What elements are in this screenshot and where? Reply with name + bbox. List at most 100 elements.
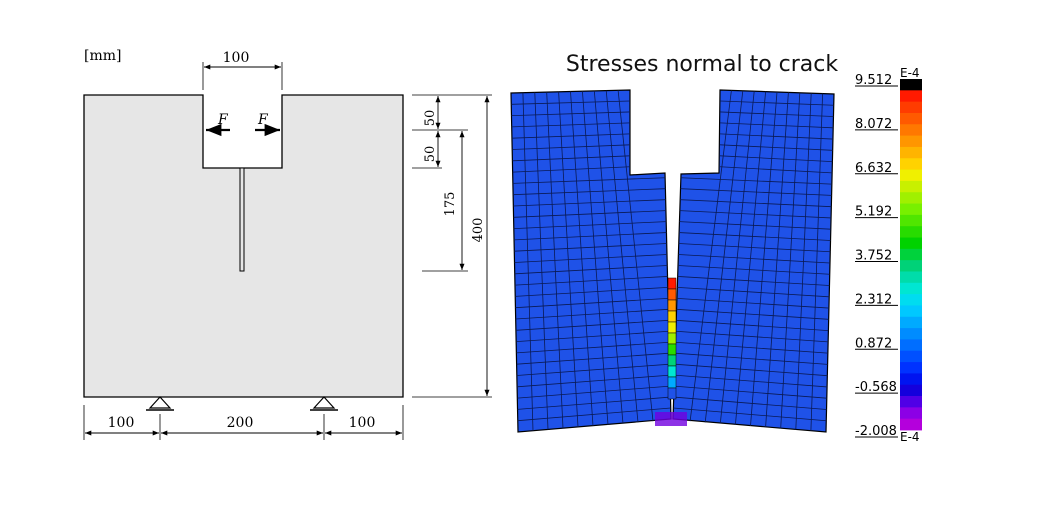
mesh-line: [582, 91, 609, 425]
mesh-line: [795, 93, 812, 430]
mesh-line: [617, 90, 654, 422]
crack-tip-cell: [667, 365, 677, 378]
colorbar-cell: [900, 282, 922, 295]
unit-label: [mm]: [84, 48, 121, 64]
colorbar-cell: [900, 90, 922, 103]
mesh-line: [675, 352, 828, 365]
mesh-line: [546, 92, 564, 429]
crack-tip-cell: [667, 299, 677, 312]
mesh-line: [515, 297, 669, 309]
crack-tip-cell: [667, 332, 677, 345]
mesh-right-half: [672, 89, 835, 433]
crack-tip-cell: [667, 288, 677, 301]
mesh-line: [677, 276, 830, 286]
mesh-line: [679, 221, 831, 230]
mesh-line: [570, 91, 594, 427]
colorbar-cell: [900, 146, 922, 159]
mesh-line: [534, 92, 549, 430]
mesh-line: [558, 91, 579, 428]
colorbar-tick-label: 0.872: [855, 336, 892, 351]
crack-tip-cell: [667, 387, 677, 400]
colorbar-tick-label: 5.192: [855, 205, 892, 220]
dim-400-label: 400: [471, 218, 486, 243]
notch-width-label: 100: [223, 50, 250, 66]
crack-tip-cell: [667, 376, 677, 389]
crack-tip-cell: [667, 343, 677, 356]
mesh-line: [677, 265, 830, 275]
support-left: [146, 396, 174, 411]
mesh-line: [515, 319, 669, 331]
mesh-line: [511, 100, 631, 105]
mesh-line: [679, 232, 831, 241]
mesh-line: [513, 221, 667, 229]
mesh-line: [719, 111, 834, 117]
mesh-line: [517, 396, 671, 410]
plot-title: Stresses normal to crack: [566, 52, 838, 77]
colorbar-cell: [900, 226, 922, 238]
fe-mesh: [510, 89, 835, 433]
colorbar-cell: [900, 350, 922, 363]
colorbar-cell: [900, 158, 922, 170]
colorbar-cell: [900, 316, 922, 329]
colorbar-cell: [900, 203, 922, 216]
mesh-line: [674, 385, 827, 399]
mesh-line: [514, 232, 667, 241]
dim-50-second-label: 50: [423, 146, 438, 163]
crack-tip-cell: [667, 354, 677, 367]
mesh-line: [674, 374, 828, 388]
support-right: [310, 396, 338, 411]
mesh-line: [704, 90, 744, 423]
mesh-line: [810, 93, 823, 431]
dim-bottom-left-label: 100: [108, 415, 135, 431]
crack-tip-cell: [667, 277, 677, 290]
colorbar-tick-label: 6.632: [855, 161, 892, 176]
mesh-line: [676, 319, 829, 331]
force-label-left: F: [217, 112, 229, 128]
mesh-line: [514, 254, 668, 263]
crack-tip-cell: [667, 321, 677, 334]
mesh-line: [512, 144, 631, 150]
colorbar-tick-label: 2.312: [855, 292, 892, 307]
mesh-line: [605, 90, 639, 423]
mesh-line: [516, 363, 670, 376]
mesh-line: [511, 111, 631, 116]
mesh-line: [514, 276, 668, 286]
colorbar-tick-label: 3.752: [855, 249, 892, 264]
dim-50-top-label: 50: [423, 110, 438, 127]
mesh-line: [673, 407, 827, 422]
mesh-line: [513, 199, 666, 207]
mesh-line: [515, 308, 669, 320]
mesh-line: [515, 287, 668, 297]
colorbar-exponent-bottom: E-4: [900, 430, 920, 444]
colorbar-cell: [900, 248, 922, 261]
mesh-left-half: [510, 89, 672, 433]
beam-diagram: [mm] 100 F F 50 50 175 400: [83, 48, 492, 440]
mesh-line: [750, 91, 778, 427]
colorbar-cell: [900, 418, 922, 431]
mesh-line: [678, 243, 831, 253]
mesh-line: [516, 341, 670, 354]
colorbar-cell: [900, 135, 922, 148]
colorbar-tick-label: -0.568: [855, 380, 897, 395]
mesh-line: [735, 91, 766, 425]
colorbar-cell: [900, 124, 922, 137]
colorbar-cell: [900, 214, 922, 227]
mesh-line: [517, 385, 671, 399]
mesh-line: [780, 92, 801, 429]
mesh-line: [593, 90, 624, 424]
mesh-line: [673, 396, 827, 410]
colorbar-cell: [900, 294, 922, 306]
mesh-line: [514, 265, 668, 275]
colorbar-cell: [900, 328, 922, 340]
dim-bottom-right-label: 100: [349, 415, 376, 431]
colorbar-cell: [900, 101, 922, 114]
colorbar-cell: [900, 339, 922, 352]
mesh-line: [719, 166, 833, 174]
mesh-line: [719, 100, 834, 106]
dim-175-label: 175: [443, 192, 458, 217]
mesh-line: [511, 122, 631, 128]
mesh-line: [512, 166, 631, 173]
colorbar-cell: [900, 305, 922, 318]
colorbar-cell: [900, 237, 922, 250]
crack-slit: [239, 167, 245, 272]
